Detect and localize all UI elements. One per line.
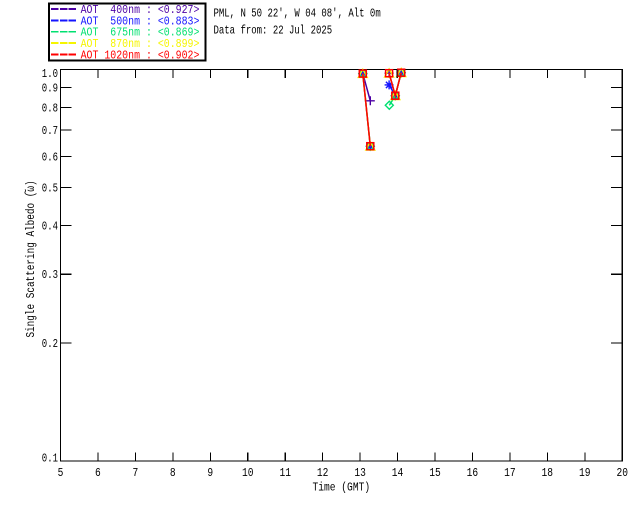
svg-text:Time (GMT): Time (GMT) bbox=[313, 481, 371, 494]
svg-text:7: 7 bbox=[133, 467, 139, 480]
svg-text:19: 19 bbox=[579, 467, 591, 480]
svg-text:14: 14 bbox=[392, 467, 404, 480]
svg-text:12: 12 bbox=[317, 467, 329, 480]
svg-text:5: 5 bbox=[58, 467, 64, 480]
svg-text:0.4: 0.4 bbox=[42, 220, 58, 234]
svg-text:AOT 1020nm : <0.902>: AOT 1020nm : <0.902> bbox=[81, 50, 200, 63]
svg-text:17: 17 bbox=[504, 467, 516, 480]
svg-text:Data from: 22 Jul 2025: Data from: 22 Jul 2025 bbox=[214, 25, 333, 39]
svg-text:20: 20 bbox=[616, 467, 628, 480]
svg-text:15: 15 bbox=[429, 467, 441, 480]
svg-text:11: 11 bbox=[279, 467, 291, 480]
svg-text:0.3: 0.3 bbox=[42, 269, 58, 283]
svg-text:0.8: 0.8 bbox=[42, 102, 58, 116]
svg-text:8: 8 bbox=[170, 467, 176, 480]
svg-text:0.2: 0.2 bbox=[42, 338, 58, 352]
svg-text:1.0: 1.0 bbox=[42, 68, 58, 82]
svg-text:18: 18 bbox=[542, 467, 554, 480]
svg-text:AOT 400nm : <0.927>: AOT 400nm : <0.927> bbox=[81, 4, 200, 17]
svg-text:6: 6 bbox=[95, 467, 101, 480]
svg-text:9: 9 bbox=[207, 467, 213, 480]
svg-text:AOT 870nm : <0.899>: AOT 870nm : <0.899> bbox=[81, 38, 200, 51]
svg-text:0.9: 0.9 bbox=[42, 82, 58, 96]
svg-text:0.5: 0.5 bbox=[42, 182, 58, 196]
svg-text:10: 10 bbox=[242, 467, 254, 480]
svg-text:13: 13 bbox=[354, 467, 366, 480]
svg-text:AOT 500nm : <0.883>: AOT 500nm : <0.883> bbox=[81, 16, 200, 29]
svg-text:AOT 675nm : <0.869>: AOT 675nm : <0.869> bbox=[81, 27, 200, 40]
svg-text:0.1: 0.1 bbox=[42, 452, 58, 466]
svg-text:PML, N 50 22', W 04 08', Alt 0: PML, N 50 22', W 04 08', Alt 0m bbox=[214, 7, 381, 21]
svg-text:Single Scattering Albedo (ω): Single Scattering Albedo (ω) bbox=[25, 180, 38, 337]
svg-text:~: ~ bbox=[20, 189, 34, 194]
svg-text:16: 16 bbox=[467, 467, 479, 480]
svg-text:0.6: 0.6 bbox=[42, 151, 58, 165]
svg-text:0.7: 0.7 bbox=[42, 125, 58, 139]
